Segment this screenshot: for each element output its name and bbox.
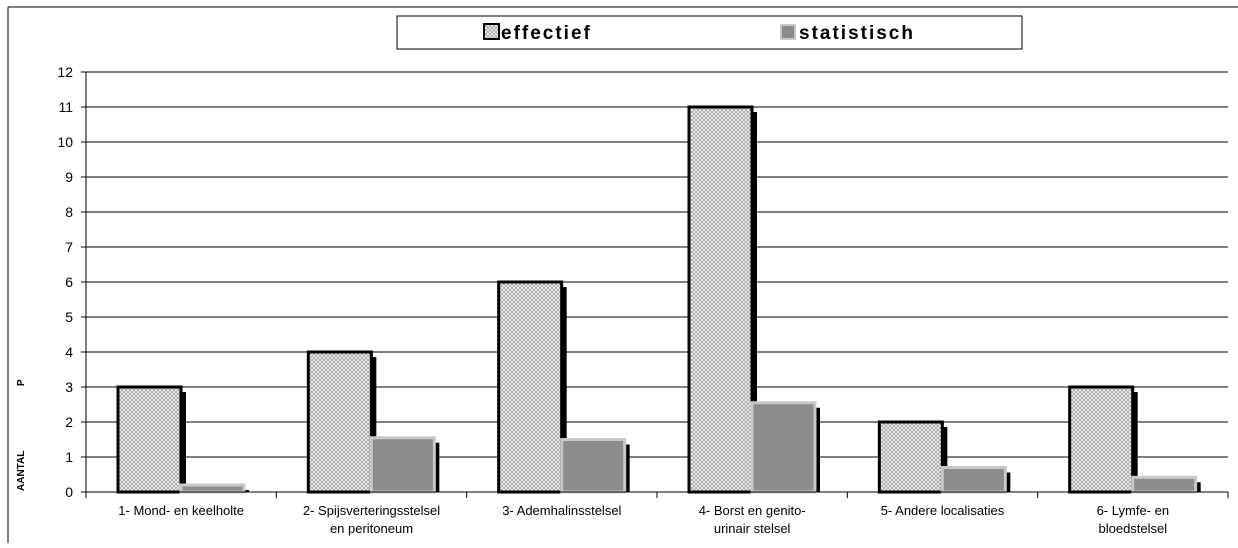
y-tick-label: 7 — [65, 239, 73, 255]
gridlines — [86, 71, 1228, 458]
bar-effectief — [497, 280, 564, 494]
y-tick-label: 12 — [57, 64, 73, 80]
x-category-label: 2- Spijsverteringsstelsel — [303, 503, 440, 518]
x-category-label: 1- Mond- en keelholte — [118, 503, 244, 518]
bar-effectief — [116, 385, 183, 494]
bar-effectief — [877, 420, 944, 494]
x-category-label: 6- Lymfe- en — [1097, 503, 1170, 518]
y-tick-label: 9 — [65, 169, 73, 185]
x-category-label: urinair stelsel — [714, 521, 791, 536]
bars — [116, 105, 1201, 494]
legend-label-statistisch: statistisch — [799, 23, 915, 44]
bar-effectief — [306, 350, 373, 494]
y-tick-label: 2 — [65, 414, 73, 430]
x-category-label: en peritoneum — [330, 521, 413, 536]
bar-statistisch — [940, 466, 1007, 494]
x-category-label: 4- Borst en genito- — [699, 503, 806, 518]
y-tick-label: 4 — [65, 344, 73, 360]
legend-label-effectief: effectief — [501, 23, 592, 44]
x-category-label: 5- Andere localisaties — [881, 503, 1005, 518]
y-tick-label: 1 — [65, 449, 73, 465]
bar-statistisch — [369, 436, 436, 494]
y-axis-label-secondary: P — [16, 379, 27, 386]
bar-effectief — [1068, 385, 1135, 494]
legend-swatch-effectief — [483, 23, 500, 40]
axes — [85, 72, 1229, 498]
y-axis-label: AANTAL — [16, 451, 27, 491]
y-tick-label: 3 — [65, 379, 73, 395]
bar-statistisch — [750, 401, 817, 494]
x-axis-labels: 1- Mond- en keelholte 2- Spijsverteringss… — [118, 503, 1169, 536]
y-tick-label: 0 — [65, 484, 73, 500]
bar-statistisch — [1131, 475, 1198, 494]
y-tick-label: 11 — [58, 99, 73, 115]
bar-statistisch — [560, 438, 627, 494]
y-tick-label: 6 — [65, 274, 73, 290]
bar-statistisch — [179, 483, 246, 494]
y-tick-label: 10 — [57, 134, 73, 150]
x-category-label: 3- Ademhalinsstelsel — [502, 503, 621, 518]
legend: effectief statistisch — [396, 15, 1023, 50]
y-tick-label: 8 — [65, 204, 73, 220]
legend-box — [396, 15, 1023, 50]
x-category-label: bloedstelsel — [1099, 521, 1168, 536]
y-tick-label: 5 — [65, 309, 73, 325]
legend-swatch-statistisch — [780, 24, 796, 40]
bar-effectief — [687, 105, 754, 494]
